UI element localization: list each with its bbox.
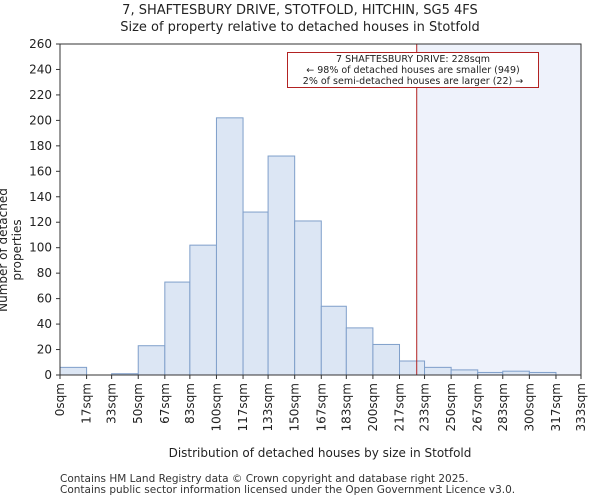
x-tick-label: 267sqm [471, 383, 485, 431]
x-tick-label: 283sqm [496, 383, 510, 431]
chart-subtitle: Size of property relative to detached ho… [120, 20, 480, 35]
x-tick-label: 167sqm [314, 383, 328, 431]
y-tick-label: 20 [37, 343, 52, 357]
x-axis-label: Distribution of detached houses by size … [168, 446, 472, 460]
x-tick-label: 50sqm [131, 383, 145, 424]
x-tick-label: 183sqm [339, 383, 353, 431]
x-tick-label: 33sqm [105, 383, 119, 424]
y-tick-label: 80 [37, 266, 52, 280]
chart-title: 7, SHAFTESBURY DRIVE, STOTFOLD, HITCHIN,… [122, 3, 478, 18]
y-tick-label: 240 [29, 62, 52, 76]
y-tick-label: 0 [44, 368, 52, 382]
x-tick-label: 233sqm [418, 383, 432, 431]
histogram-bar [424, 366, 452, 376]
annotation-line-3: 2% of semi-detached houses are larger (2… [302, 76, 524, 87]
y-tick-label: 60 [37, 292, 52, 306]
y-tick-label: 200 [29, 113, 52, 127]
x-tick-label: 200sqm [366, 383, 380, 431]
histogram-bar [189, 244, 217, 376]
y-tick-label: 160 [29, 164, 52, 178]
footer-line-1: Contains HM Land Registry data © Crown c… [60, 473, 469, 485]
histogram-bar [320, 305, 347, 376]
histogram-bar [399, 360, 426, 376]
histogram-bar [502, 370, 530, 376]
x-tick-label: 83sqm [183, 383, 197, 424]
histogram-bar [372, 343, 401, 376]
histogram-bar [294, 220, 322, 376]
y-tick-label: 40 [37, 317, 52, 331]
x-tick-label: 17sqm [80, 383, 94, 424]
x-tick-label: 300sqm [522, 383, 536, 431]
x-tick-label: 100sqm [209, 383, 223, 431]
y-tick-label: 120 [29, 215, 52, 229]
histogram-bar [59, 366, 88, 376]
histogram-bar [267, 155, 296, 376]
y-tick-label: 140 [29, 190, 52, 204]
x-tick-label: 217sqm [393, 383, 407, 431]
y-axis-label: Number of detached properties [0, 188, 24, 312]
x-tick-label: 0sqm [53, 383, 67, 416]
histogram-bar [164, 281, 191, 376]
x-tick-label: 317sqm [549, 383, 563, 431]
y-tick-label: 100 [29, 241, 52, 255]
x-tick-label: 133sqm [261, 383, 275, 431]
footer-line-2: Contains public sector information licen… [60, 484, 516, 496]
x-tick-label: 117sqm [236, 383, 250, 431]
y-tick-label: 180 [29, 139, 52, 153]
histogram-bar [345, 327, 374, 376]
larger-region-highlight [416, 44, 581, 375]
x-tick-label: 67sqm [158, 383, 172, 424]
x-tick-label: 150sqm [288, 383, 302, 431]
annotation-line-2: ← 98% of detached houses are smaller (94… [306, 65, 520, 76]
histogram-bar [137, 345, 166, 376]
y-tick-label: 260 [29, 37, 52, 51]
x-tick-label: 250sqm [444, 383, 458, 431]
x-tick-label: 333sqm [574, 383, 588, 431]
annotation-line-1: 7 SHAFTESBURY DRIVE: 228sqm [336, 54, 490, 65]
histogram-bar [215, 117, 244, 376]
histogram-bar [450, 369, 479, 376]
y-tick-label: 220 [29, 88, 52, 102]
property-annotation-box: 7 SHAFTESBURY DRIVE: 228sqm ← 98% of det… [287, 52, 539, 88]
plot-frame [59, 43, 582, 376]
histogram-bar [242, 211, 269, 376]
